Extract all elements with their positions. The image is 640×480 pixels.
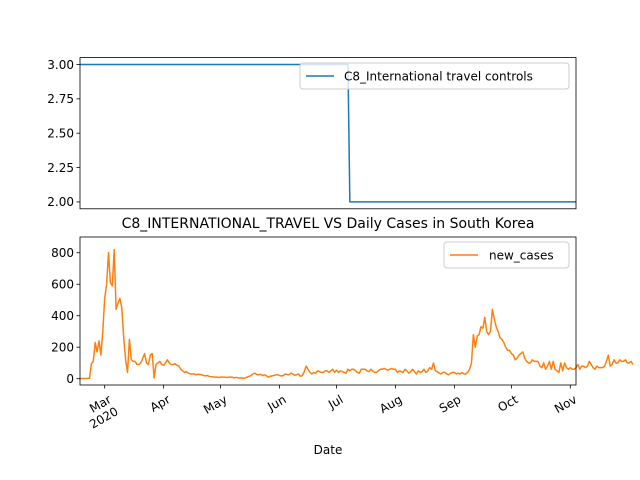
bottom-xtick-label: Apr <box>148 392 173 415</box>
bottom-legend: new_cases <box>443 241 570 269</box>
bottom-xtick-month: Jul <box>325 392 345 412</box>
top-legend-label: C8_International travel controls <box>344 70 533 84</box>
bottom-ytick-label: 200 <box>51 341 74 355</box>
bottom-axes-frame <box>79 236 577 386</box>
top-yticks: 2.00 2.25 2.50 2.75 3.00 <box>47 58 80 209</box>
bottom-xticks: Mar2020 Apr May Jun Jul Aug Sep Oct Nov <box>80 385 579 432</box>
bottom-xtick-month: Nov <box>552 392 579 416</box>
bottom-ytick-label: 0 <box>66 372 74 386</box>
bottom-xtick-label: Aug <box>377 392 404 416</box>
top-series-line <box>80 63 576 203</box>
bottom-legend-box <box>443 241 570 269</box>
x-axis-label: Date <box>314 443 343 457</box>
top-ytick-label: 2.50 <box>47 127 74 141</box>
bottom-axes: C8_INTERNATIONAL_TRAVEL VS Daily Cases i… <box>51 216 634 457</box>
bottom-legend-label: new_cases <box>489 249 554 263</box>
top-axes: 2.00 2.25 2.50 2.75 3.00 C8_International tr… <box>47 57 577 210</box>
top-series-group <box>80 63 576 203</box>
chart-title: C8_INTERNATIONAL_TRAVEL VS Daily Cases i… <box>122 216 535 232</box>
bottom-ytick-label: 400 <box>51 309 74 323</box>
top-legend: C8_International travel controls <box>299 62 570 90</box>
bottom-xtick-label: Jun <box>264 392 288 414</box>
bottom-series-line <box>80 248 634 380</box>
bottom-xtick-month: Sep <box>437 392 464 415</box>
bottom-xtick-label: Nov <box>552 392 579 416</box>
bottom-yticks: 0 200 400 600 800 <box>51 246 80 386</box>
bottom-series-group <box>80 248 634 380</box>
top-ytick-label: 3.00 <box>47 58 74 72</box>
bottom-ytick-label: 800 <box>51 246 74 260</box>
bottom-xtick-label: May <box>201 392 229 417</box>
bottom-xtick-label: Jul <box>325 392 345 412</box>
bottom-xtick-label: Sep <box>437 392 464 415</box>
bottom-xtick-month: Jun <box>264 392 288 414</box>
top-ytick-label: 2.25 <box>47 161 74 175</box>
bottom-xtick-label: Oct <box>495 392 520 415</box>
bottom-xtick-month: May <box>201 392 229 417</box>
top-legend-box <box>299 62 570 90</box>
bottom-ytick-label: 600 <box>51 278 74 292</box>
top-axes-frame <box>79 57 577 210</box>
top-ytick-label: 2.00 <box>47 195 74 209</box>
bottom-xtick-month: Oct <box>495 392 520 415</box>
bottom-xtick-label: Mar2020 <box>80 392 120 431</box>
bottom-xtick-month: Aug <box>377 392 404 416</box>
top-ytick-label: 2.75 <box>47 92 74 106</box>
bottom-xtick-month: Apr <box>148 392 173 415</box>
